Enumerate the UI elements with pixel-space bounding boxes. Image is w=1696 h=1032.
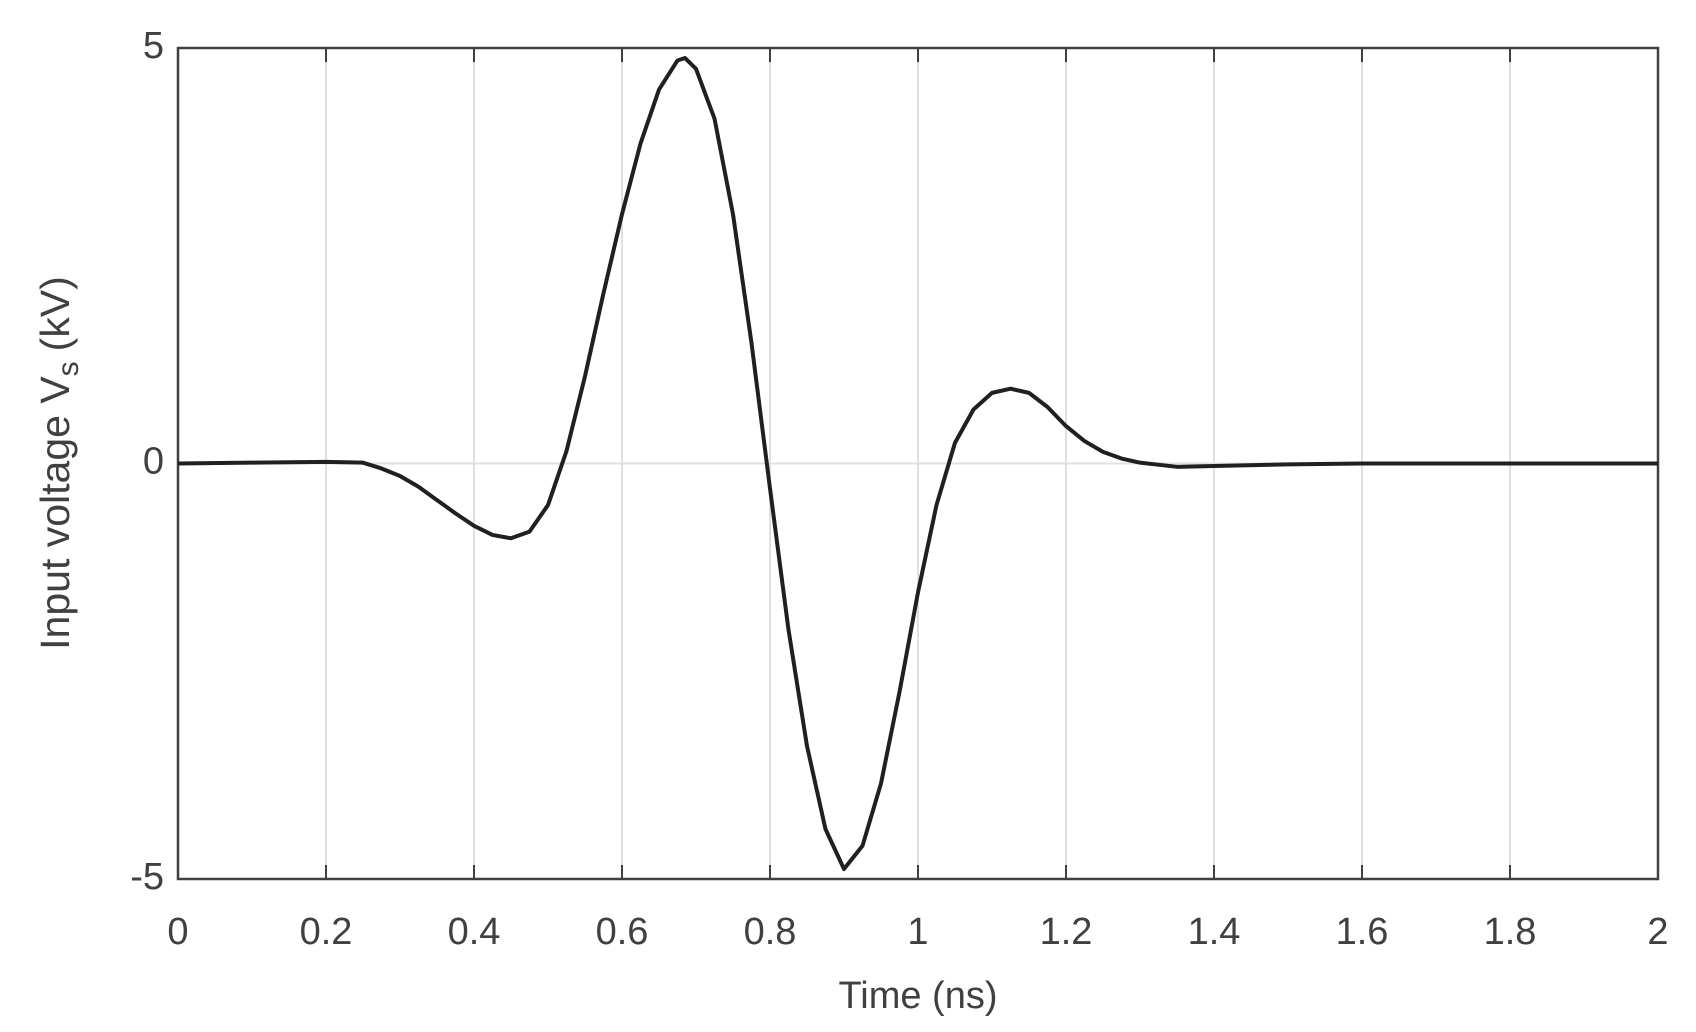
- y-tick-label: -5: [130, 856, 164, 898]
- x-tick-label: 1.6: [1336, 911, 1389, 953]
- x-tick-label: 2: [1647, 911, 1668, 953]
- line-series: [177, 55, 1658, 872]
- x-tick-label: 0.6: [596, 911, 649, 953]
- x-tick-label: 1: [907, 911, 928, 953]
- y-label-unit: (kV): [32, 276, 78, 351]
- y-axis-label: Input voltage Vs (kV): [32, 276, 85, 650]
- y-label-text: Input voltage V: [32, 376, 78, 650]
- x-tick-label: 0.2: [300, 911, 353, 953]
- x-tick-label: 0.8: [744, 911, 797, 953]
- y-label-subscript: s: [52, 361, 85, 376]
- x-tick-label: 1.4: [1188, 911, 1241, 953]
- x-tick-label: 1.2: [1040, 911, 1093, 953]
- y-tick-label: 0: [143, 441, 164, 483]
- x-tick-label: 0: [167, 911, 188, 953]
- x-tick-label: 0.4: [448, 911, 501, 953]
- x-tick-label: 1.8: [1484, 911, 1537, 953]
- y-tick-label: 5: [143, 25, 164, 67]
- x-axis-label: Time (ns): [838, 975, 997, 1017]
